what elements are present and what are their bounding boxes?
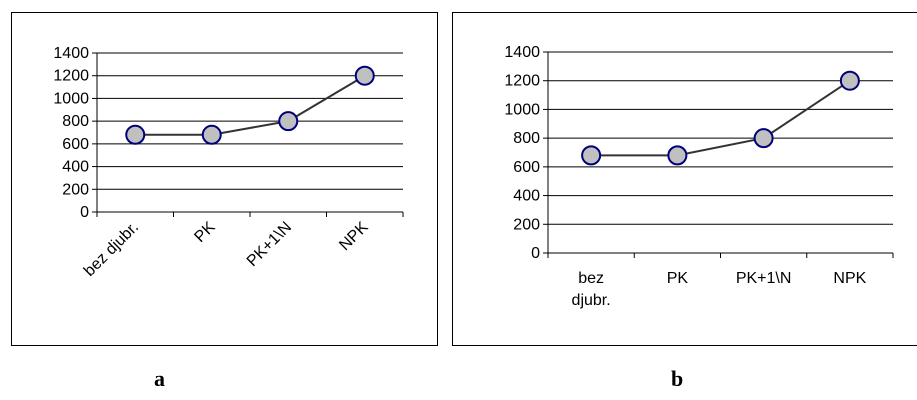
- chart-a-data-point-1: [201, 124, 222, 145]
- caption-b: b: [671, 366, 684, 391]
- chart-panel-a: 0 200 400 600 800 1000 1200 1400 bez djubr. PK PK+…: [11, 12, 438, 346]
- chart-b-data-point-2: [753, 128, 774, 149]
- chart-a-y-tick-label-6: 1200: [53, 68, 89, 85]
- chart-b-x-tick-label-0-line-0: bez: [578, 270, 604, 287]
- chart-b-y-tick-label-6: 1200: [504, 73, 540, 90]
- line-chart-a: 0 200 400 600 800 1000 1200 1400 bez djubr. PK PK+…: [53, 45, 404, 280]
- chart-b-y-tick-label-4: 800: [513, 130, 540, 147]
- chart-b-x-tick-label-1: PK: [667, 270, 689, 287]
- chart-b-series-line: [591, 79, 851, 157]
- chart-b-data-point-3: [839, 70, 860, 91]
- chart-a-x-tick-label-1: PK: [191, 219, 218, 246]
- chart-a-data-point-0: [125, 124, 146, 145]
- chart-b-y-tick-label-2: 400: [513, 188, 540, 205]
- line-chart-b: 0 200 400 600 800 1000 1200 1400 bez djubr. PK PK+1…: [504, 44, 894, 309]
- chart-a-data-point-3: [354, 65, 375, 86]
- chart-a-y-tick-label-1: 200: [62, 181, 89, 198]
- chart-b-y-tick-label-5: 1000: [504, 101, 540, 118]
- chart-b-y-tick-label-7: 1400: [504, 44, 540, 61]
- chart-a-y-tick-label-2: 400: [62, 159, 89, 176]
- chart-panel-b: 0 200 400 600 800 1000 1200 1400 bez djubr. PK PK+1…: [452, 12, 917, 346]
- chart-b-y-tick-label-0: 0: [531, 245, 540, 262]
- chart-a-y-tick-label-7: 1400: [53, 45, 89, 62]
- chart-a-x-tick-label-2: PK+1\N: [244, 219, 295, 270]
- chart-a-x-tick-label-3: NPK: [336, 219, 372, 255]
- chart-a-data-point-2: [278, 111, 299, 132]
- chart-a-y-tick-label-5: 1000: [53, 90, 89, 107]
- chart-b-y-tick-label-3: 600: [513, 159, 540, 176]
- chart-a-y-tick-label-4: 800: [62, 113, 89, 130]
- chart-a-y-tick-label-3: 600: [62, 136, 89, 153]
- caption-a: a: [154, 366, 165, 391]
- chart-a-series-line: [135, 74, 366, 136]
- chart-a-x-tick-label-0: bez djubr.: [81, 219, 142, 280]
- chart-b-x-tick-label-2: PK+1\N: [736, 270, 792, 287]
- chart-b-data-point-0: [581, 145, 602, 166]
- chart-a-y-tick-label-0: 0: [80, 204, 89, 221]
- chart-b-y-tick-label-1: 200: [513, 216, 540, 233]
- chart-b-x-tick-label-3: NPK: [833, 270, 866, 287]
- chart-b-x-tick-label-0-line-1: djubr.: [572, 292, 611, 309]
- chart-b-data-point-1: [667, 145, 688, 166]
